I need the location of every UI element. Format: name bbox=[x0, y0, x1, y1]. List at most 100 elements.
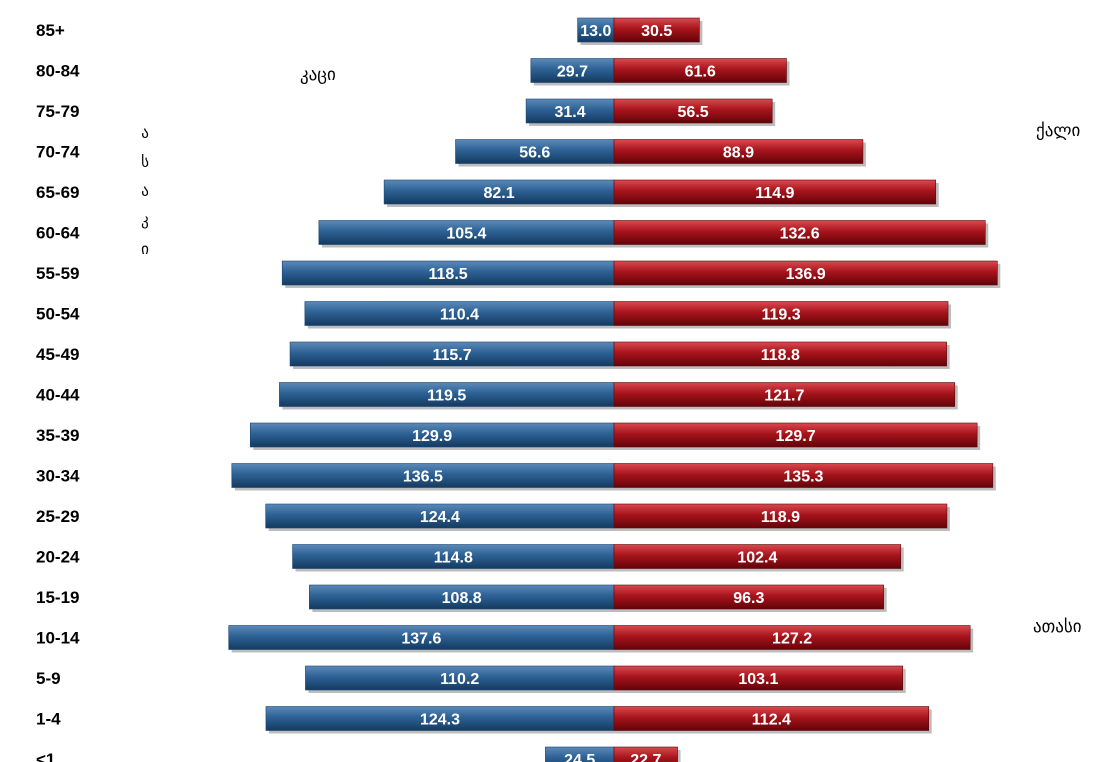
data-label-men: 115.7 bbox=[432, 347, 471, 364]
data-label-men: 119.5 bbox=[427, 388, 466, 405]
bar-women-5-9 bbox=[613, 665, 903, 691]
data-label-men: 31.4 bbox=[554, 104, 585, 121]
bar-women-25-29 bbox=[613, 503, 948, 529]
data-label-women: 22.7 bbox=[630, 752, 661, 762]
bar-women-35-39 bbox=[613, 422, 978, 448]
bar-men-50-54 bbox=[304, 301, 615, 326]
bar-women-15-19 bbox=[613, 584, 884, 610]
data-label-women: 56.5 bbox=[678, 104, 709, 121]
data-label-men: 110.2 bbox=[440, 671, 479, 688]
data-label-women: 119.3 bbox=[761, 307, 800, 324]
age-group-label: <1 bbox=[36, 750, 55, 762]
bar-women-20-24 bbox=[613, 544, 902, 569]
bar-women-10-14 bbox=[613, 625, 971, 650]
bar-women-60-64 bbox=[613, 220, 986, 245]
bar-women-40-44 bbox=[613, 382, 956, 407]
age-group-label: 80-84 bbox=[36, 62, 80, 81]
bar-women-80-84 bbox=[613, 58, 787, 83]
y-axis-title-char: ი bbox=[141, 240, 149, 258]
data-label-women: 121.7 bbox=[764, 388, 804, 405]
bar-men-1-4 bbox=[265, 706, 615, 731]
bar-men-20-24 bbox=[292, 544, 615, 569]
age-group-label: 85+ bbox=[36, 21, 65, 40]
age-group-label: 1-4 bbox=[36, 710, 61, 729]
data-label-men: 136.5 bbox=[403, 469, 443, 486]
age-group-label: 65-69 bbox=[36, 183, 79, 202]
data-label-women: 136.9 bbox=[786, 266, 826, 283]
age-group-label: 30-34 bbox=[36, 467, 80, 486]
data-label-women: 118.9 bbox=[761, 509, 800, 526]
bar-women-1-4 bbox=[613, 706, 930, 731]
bar-men-60-64 bbox=[318, 220, 615, 245]
data-label-men: 137.6 bbox=[401, 631, 441, 648]
data-label-men: 110.4 bbox=[440, 307, 479, 324]
age-group-label: 25-29 bbox=[36, 507, 79, 526]
bar-men-80-84 bbox=[530, 58, 615, 83]
data-label-men: 118.5 bbox=[429, 266, 468, 283]
y-axis-title-char: ა bbox=[141, 182, 149, 200]
age-group-label: 60-64 bbox=[36, 224, 80, 243]
y-axis-title-char: კ bbox=[141, 211, 149, 229]
bar-women-55-59 bbox=[613, 260, 998, 286]
data-label-women: 103.1 bbox=[738, 671, 778, 688]
age-group-label: 45-49 bbox=[36, 345, 79, 364]
data-label-women: 129.7 bbox=[776, 428, 816, 445]
bar-women-65-69 bbox=[613, 179, 937, 205]
age-group-label: 40-44 bbox=[36, 386, 80, 405]
data-label-men: 114.8 bbox=[434, 550, 473, 567]
bar-women-75-79 bbox=[613, 98, 773, 124]
data-label-women: 61.6 bbox=[685, 64, 716, 81]
age-group-label: 35-39 bbox=[36, 426, 79, 445]
data-label-women: 102.4 bbox=[737, 550, 777, 567]
bar-women-30-34 bbox=[613, 463, 994, 488]
data-label-men: 124.3 bbox=[420, 712, 460, 729]
data-label-men: 56.6 bbox=[519, 145, 550, 162]
bar-women-50-54 bbox=[613, 301, 949, 326]
age-group-label: 50-54 bbox=[36, 305, 80, 324]
legend-men-label: კაცი bbox=[300, 65, 336, 85]
data-label-men: 24.5 bbox=[564, 752, 595, 762]
data-label-men: 108.8 bbox=[442, 590, 482, 607]
data-label-men: 13.0 bbox=[580, 23, 611, 40]
bar-men-70-74 bbox=[455, 139, 615, 164]
age-group-label: 15-19 bbox=[36, 588, 79, 607]
bar-men-55-59 bbox=[281, 260, 615, 286]
data-label-women: 96.3 bbox=[733, 590, 764, 607]
age-group-label: 70-74 bbox=[36, 143, 80, 162]
data-label-women: 118.8 bbox=[761, 347, 800, 364]
data-label-women: 114.9 bbox=[755, 185, 794, 202]
bar-men-35-39 bbox=[249, 422, 615, 448]
y-axis-title-char: ა bbox=[141, 124, 149, 142]
age-group-label: 75-79 bbox=[36, 102, 79, 121]
data-label-women: 30.5 bbox=[641, 23, 672, 40]
data-label-men: 82.1 bbox=[483, 185, 514, 202]
y-axis-title-char: ს bbox=[141, 153, 149, 171]
bar-women-85+ bbox=[613, 17, 700, 43]
bar-men-40-44 bbox=[279, 382, 615, 407]
data-label-men: 124.4 bbox=[420, 509, 460, 526]
legend-women-label: ქალი bbox=[1036, 121, 1080, 141]
age-group-label: 5-9 bbox=[36, 669, 61, 688]
data-label-men: 29.7 bbox=[557, 64, 588, 81]
data-label-men: 105.4 bbox=[446, 226, 486, 243]
unit-label: ათასი bbox=[1033, 617, 1082, 637]
data-label-women: 88.9 bbox=[723, 145, 754, 162]
bar-women-45-49 bbox=[613, 341, 947, 367]
bar-men-25-29 bbox=[265, 503, 615, 529]
age-group-label: 10-14 bbox=[36, 629, 80, 648]
data-label-women: 127.2 bbox=[772, 631, 812, 648]
bar-women-<1 bbox=[613, 746, 678, 762]
bar-women-70-74 bbox=[613, 139, 864, 164]
data-label-men: 129.9 bbox=[412, 428, 452, 445]
bar-men-5-9 bbox=[305, 665, 615, 691]
age-group-label: 20-24 bbox=[36, 548, 80, 567]
bar-men-85+ bbox=[577, 17, 615, 43]
bar-men-10-14 bbox=[228, 625, 615, 650]
bars-layer bbox=[228, 17, 1001, 762]
data-label-women: 135.3 bbox=[783, 469, 823, 486]
data-label-women: 112.4 bbox=[752, 712, 791, 729]
age-group-label: 55-59 bbox=[36, 264, 79, 283]
labels-layer: 13.0 30.5 85+ 29.7 61.6 80-84 31.4 56.5 75-79 56.… bbox=[36, 21, 826, 762]
